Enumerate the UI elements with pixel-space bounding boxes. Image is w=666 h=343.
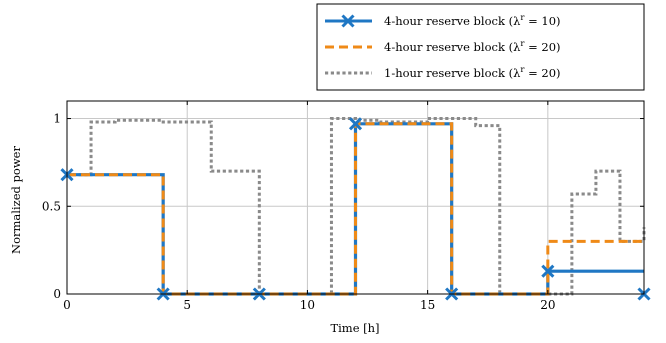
y-tick-label: 0.5	[42, 199, 61, 213]
y-tick-label: 1	[53, 112, 61, 126]
y-axis-label: Normalized power	[9, 146, 23, 254]
x-tick-label: 20	[540, 298, 555, 312]
legend: 4-hour reserve block (λr = 10) 4-hour res…	[316, 3, 645, 91]
x-tick-label: 0	[63, 298, 71, 312]
series-marker	[541, 264, 555, 278]
plot-frame	[66, 100, 645, 295]
series-line-3	[67, 117, 646, 296]
marker-stroke	[341, 14, 355, 28]
x-tick-label: 15	[420, 298, 435, 312]
legend-label-3: 1-hour reserve block (λr = 20)	[384, 65, 561, 80]
x-axis-label: Time [h]	[330, 321, 379, 335]
legend-marker-1	[341, 14, 355, 28]
marker-stroke	[348, 117, 363, 131]
x-tick-label: 10	[300, 298, 315, 312]
series-layer	[60, 117, 651, 301]
legend-label-1: 4-hour reserve block (λr = 10)	[384, 13, 561, 28]
x-tick-label: 5	[183, 298, 191, 312]
series-marker	[348, 117, 363, 131]
legend-label-2: 4-hour reserve block (λr = 20)	[384, 39, 561, 54]
ticks: 0 5 10 15 20 0 0.5 1	[42, 101, 644, 312]
y-tick-label: 0	[53, 287, 61, 301]
marker-stroke	[541, 264, 555, 278]
